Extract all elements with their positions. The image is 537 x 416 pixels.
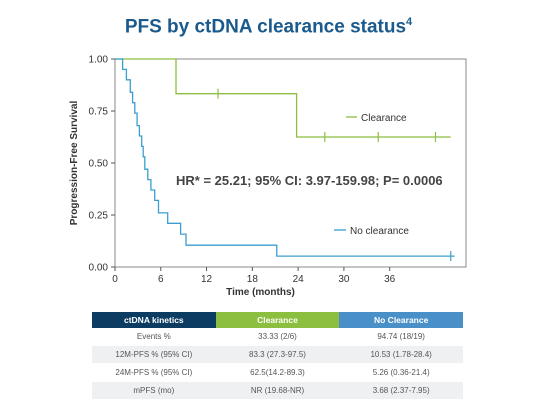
x-tick-label: 18 <box>247 274 259 285</box>
table-cell: mPFS (mo) <box>92 381 216 400</box>
y-tick-label: 1.00 <box>89 55 109 66</box>
series-line-no-clearance <box>115 58 455 257</box>
legend-label-no-clearance: No clearance <box>350 226 409 237</box>
table-cell: 5.26 (0.36-21.4) <box>339 363 463 382</box>
table-cell: 62.5(14.2-89.3) <box>215 363 340 382</box>
table-row: 24M-PFS % (95% CI) 62.5(14.2-89.3) 5.26 … <box>92 363 463 382</box>
series-line-clearance <box>115 58 451 138</box>
table-cell: 83.3 (27.3-97.5) <box>215 345 340 364</box>
x-tick-label: 0 <box>112 274 118 285</box>
x-axis-label: Time (months) <box>226 287 295 298</box>
table-row: mPFS (mo) NR (19.68-NR) 3.68 (2.37-7.95) <box>92 381 463 400</box>
table-cell: 3.68 (2.37-7.95) <box>339 381 463 400</box>
km-chart: 0.00 0.25 0.50 0.75 1.00 0 6 12 18 24 30 36 Time (mo… <box>69 55 467 298</box>
title-superscript: 4 <box>406 16 413 28</box>
x-tick-label: 30 <box>338 274 350 285</box>
table-cell: 12M-PFS % (95% CI) <box>92 345 216 364</box>
table-cell: 94.74 (18/19) <box>339 328 463 346</box>
table-row: Events % 33.33 (2/6) 94.74 (18/19) <box>92 328 463 346</box>
hr-annotation: HR* = 25.21; 95% CI: 3.97-159.98; P= 0.0… <box>176 173 443 188</box>
header-no-clearance: No Clearance <box>339 312 463 328</box>
header-clearance: Clearance <box>215 312 340 328</box>
table-row: 12M-PFS % (95% CI) 83.3 (27.3-97.5) 10.5… <box>92 345 463 364</box>
y-tick-label: 0.00 <box>89 263 109 274</box>
table-cell: Events % <box>92 328 216 346</box>
table-header-row: ctDNA kinetics Clearance No Clearance <box>92 312 463 328</box>
table-cell: NR (19.68-NR) <box>215 381 340 400</box>
x-tick-label: 24 <box>293 274 305 285</box>
y-tick-label: 0.50 <box>89 159 109 170</box>
y-tick-label: 0.75 <box>89 107 109 118</box>
table-cell: 33.33 (2/6) <box>215 328 340 346</box>
x-tick-label: 12 <box>201 274 213 285</box>
chart-title-text: PFS by ctDNA clearance status <box>124 16 407 38</box>
plot-frame <box>114 58 467 268</box>
table-cell: 10.53 (1.78-28.4) <box>339 345 463 364</box>
chart-title: PFS by ctDNA clearance status4 <box>0 16 537 38</box>
x-tick-label: 6 <box>158 274 164 285</box>
y-tick-label: 0.25 <box>89 211 109 222</box>
summary-table: ctDNA kinetics Clearance No Clearance Ev… <box>92 312 463 400</box>
legend-label-clearance: Clearance <box>361 113 407 124</box>
x-tick-label: 36 <box>384 274 396 285</box>
table-cell: 24M-PFS % (95% CI) <box>92 363 216 382</box>
header-ctdna-kinetics: ctDNA kinetics <box>92 312 216 328</box>
y-axis-label: Progression-Free Survival <box>69 101 80 226</box>
